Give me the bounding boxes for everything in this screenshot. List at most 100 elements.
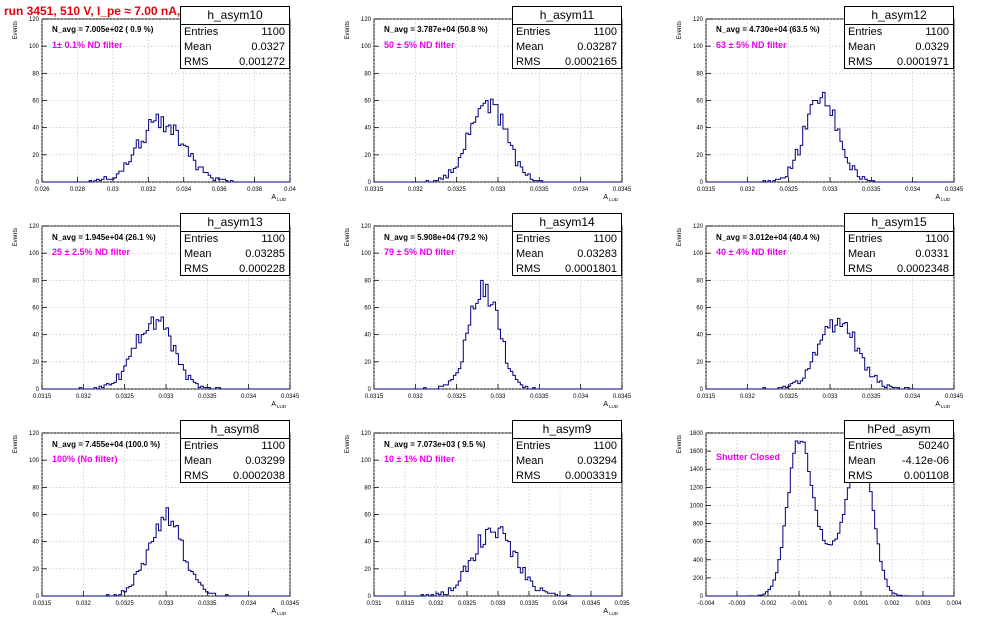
x-tick-label: 0.032 bbox=[408, 187, 424, 193]
y-tick-label: 20 bbox=[696, 153, 703, 159]
stats-row-entries: Entries 1100 bbox=[181, 439, 289, 454]
stats-row-rms: RMS 0.001272 bbox=[181, 55, 289, 70]
x-tick-label: 0.0335 bbox=[198, 601, 217, 607]
y-tick-label: 0 bbox=[36, 594, 40, 600]
stats-row-entries: Entries 1100 bbox=[845, 232, 953, 247]
x-tick-label: 0.002 bbox=[884, 601, 900, 607]
stats-label: RMS bbox=[516, 56, 541, 68]
histogram-line-h_asym10 bbox=[42, 113, 290, 183]
x-tick-label: 0.0345 bbox=[582, 601, 601, 607]
x-tick-label: 0.0335 bbox=[198, 394, 217, 400]
stats-row-mean: Mean -4.12e-06 bbox=[845, 454, 953, 469]
filter-note: 10 ± 1% ND filter bbox=[384, 454, 455, 464]
y-tick-label: 120 bbox=[361, 224, 372, 230]
filter-note: 1± 0.1% ND filter bbox=[52, 40, 123, 50]
x-tick-label: 0.032 bbox=[141, 187, 157, 193]
stats-value: 0.001272 bbox=[239, 56, 285, 68]
x-tick-label: 0.0325 bbox=[779, 394, 798, 400]
y-tick-label: 100 bbox=[361, 458, 372, 464]
x-tick-label: 0.035 bbox=[614, 601, 630, 607]
stats-value: 1100 bbox=[593, 440, 617, 452]
stats-value: 1100 bbox=[261, 440, 285, 452]
y-tick-label: 1800 bbox=[690, 431, 704, 437]
x-tick-label: 0.0325 bbox=[115, 394, 134, 400]
y-axis-label: Events bbox=[345, 21, 351, 39]
histogram-panel-h_asym8: 0.0315 0.032 0.0325 0.033 0.0335 0.034 0.0345 0… bbox=[0, 414, 332, 621]
x-tick-label: 0.034 bbox=[176, 187, 192, 193]
x-tick-label: 0.032 bbox=[428, 601, 444, 607]
stats-value: 0.0002038 bbox=[233, 470, 285, 482]
x-tick-label: 0.033 bbox=[490, 601, 506, 607]
x-tick-label: 0.0345 bbox=[281, 601, 300, 607]
histogram-panel-h_asym12: 0.0315 0.032 0.0325 0.033 0.0335 0.034 0.0345 0… bbox=[664, 0, 996, 207]
stats-value: 0.0327 bbox=[251, 41, 285, 53]
y-tick-label: 60 bbox=[696, 306, 703, 312]
stats-label: Mean bbox=[848, 455, 876, 467]
x-tick-label: 0.0345 bbox=[945, 394, 964, 400]
x-tick-label: 0.032 bbox=[76, 394, 92, 400]
histogram-name: h_asym8 bbox=[181, 421, 289, 439]
y-tick-label: 40 bbox=[32, 126, 39, 132]
stats-row-rms: RMS 0.0002038 bbox=[181, 469, 289, 484]
y-tick-label: 120 bbox=[361, 431, 372, 437]
x-tick-label: 0.032 bbox=[408, 394, 424, 400]
stats-row-entries: Entries 50240 bbox=[845, 439, 953, 454]
histogram-panel-h_asym14: 0.0315 0.032 0.0325 0.033 0.0335 0.034 0.0345 0… bbox=[332, 207, 664, 414]
stats-value: -4.12e-06 bbox=[901, 455, 949, 467]
stats-label: Mean bbox=[516, 455, 544, 467]
y-tick-label: 120 bbox=[29, 431, 40, 437]
y-tick-label: 120 bbox=[693, 224, 704, 230]
stats-value: 0.0002348 bbox=[897, 263, 949, 275]
y-tick-label: 80 bbox=[32, 278, 39, 284]
x-tick-label: 0.034 bbox=[905, 394, 921, 400]
stats-row-mean: Mean 0.03285 bbox=[181, 247, 289, 262]
navg-label: N_avg = 4.730e+04 (63.5 %) bbox=[716, 25, 820, 34]
y-tick-label: 60 bbox=[364, 306, 371, 312]
x-tick-label: 0.0315 bbox=[396, 601, 415, 607]
x-tick-label: 0.038 bbox=[247, 187, 263, 193]
x-tick-label: 0.0335 bbox=[862, 187, 881, 193]
y-tick-label: 120 bbox=[361, 17, 372, 23]
stats-value: 0.0329 bbox=[915, 41, 949, 53]
filter-note: 100% (No filter) bbox=[52, 454, 118, 464]
y-axis-label: Events bbox=[677, 435, 683, 453]
histogram-name: h_asym10 bbox=[181, 7, 289, 25]
y-tick-label: 20 bbox=[696, 360, 703, 366]
stats-value: 0.0331 bbox=[915, 248, 949, 260]
stats-row-rms: RMS 0.0001971 bbox=[845, 55, 953, 70]
y-tick-label: 60 bbox=[32, 513, 39, 519]
x-tick-label: 0.0325 bbox=[458, 601, 477, 607]
y-tick-label: 40 bbox=[696, 333, 703, 339]
histogram-name: h_asym12 bbox=[845, 7, 953, 25]
y-tick-label: 1400 bbox=[690, 467, 704, 473]
y-tick-label: 80 bbox=[364, 278, 371, 284]
stats-box: h_asym15 Entries 1100 Mean 0.0331 RMS 0.000234… bbox=[844, 213, 954, 276]
stats-box: hPed_asym Entries 50240 Mean -4.12e-06 RMS 0.0… bbox=[844, 420, 954, 483]
y-tick-label: 120 bbox=[693, 17, 704, 23]
navg-label: N_avg = 3.012e+04 (40.4 %) bbox=[716, 233, 820, 242]
y-tick-label: 0 bbox=[368, 387, 372, 393]
y-tick-label: 40 bbox=[696, 126, 703, 132]
stats-box: h_asym8 Entries 1100 Mean 0.03299 RMS 0.000203… bbox=[180, 420, 290, 483]
stats-box: h_asym14 Entries 1100 Mean 0.03283 RMS 0.00018… bbox=[512, 213, 622, 276]
x-tick-label: 0.032 bbox=[740, 187, 756, 193]
histogram-panel-h_asym15: 0.0315 0.032 0.0325 0.033 0.0335 0.034 0.0345 0… bbox=[664, 207, 996, 414]
x-tick-label: 0.031 bbox=[366, 601, 382, 607]
x-axis-label: ALUD bbox=[603, 608, 618, 616]
stats-value: 0.03299 bbox=[245, 455, 285, 467]
y-tick-label: 40 bbox=[364, 540, 371, 546]
histogram-name: h_asym14 bbox=[513, 214, 621, 232]
navg-label: N_avg = 1.945e+04 (26.1 %) bbox=[52, 233, 156, 242]
x-tick-label: 0.0315 bbox=[33, 601, 52, 607]
histogram-name: h_asym11 bbox=[513, 7, 621, 25]
filter-note: 50 ± 5% ND filter bbox=[384, 40, 455, 50]
stats-label: Mean bbox=[848, 41, 876, 53]
y-tick-label: 0 bbox=[700, 180, 704, 186]
histogram-line-h_asym14 bbox=[374, 279, 622, 390]
histogram-panel-h_asym11: 0.0315 0.032 0.0325 0.033 0.0335 0.034 0.0345 0… bbox=[332, 0, 664, 207]
stats-row-entries: Entries 1100 bbox=[513, 439, 621, 454]
stats-label: Mean bbox=[184, 248, 212, 260]
stats-row-mean: Mean 0.0331 bbox=[845, 247, 953, 262]
stats-box: h_asym11 Entries 1100 Mean 0.03287 RMS 0.00021… bbox=[512, 6, 622, 69]
stats-row-entries: Entries 1100 bbox=[181, 25, 289, 40]
